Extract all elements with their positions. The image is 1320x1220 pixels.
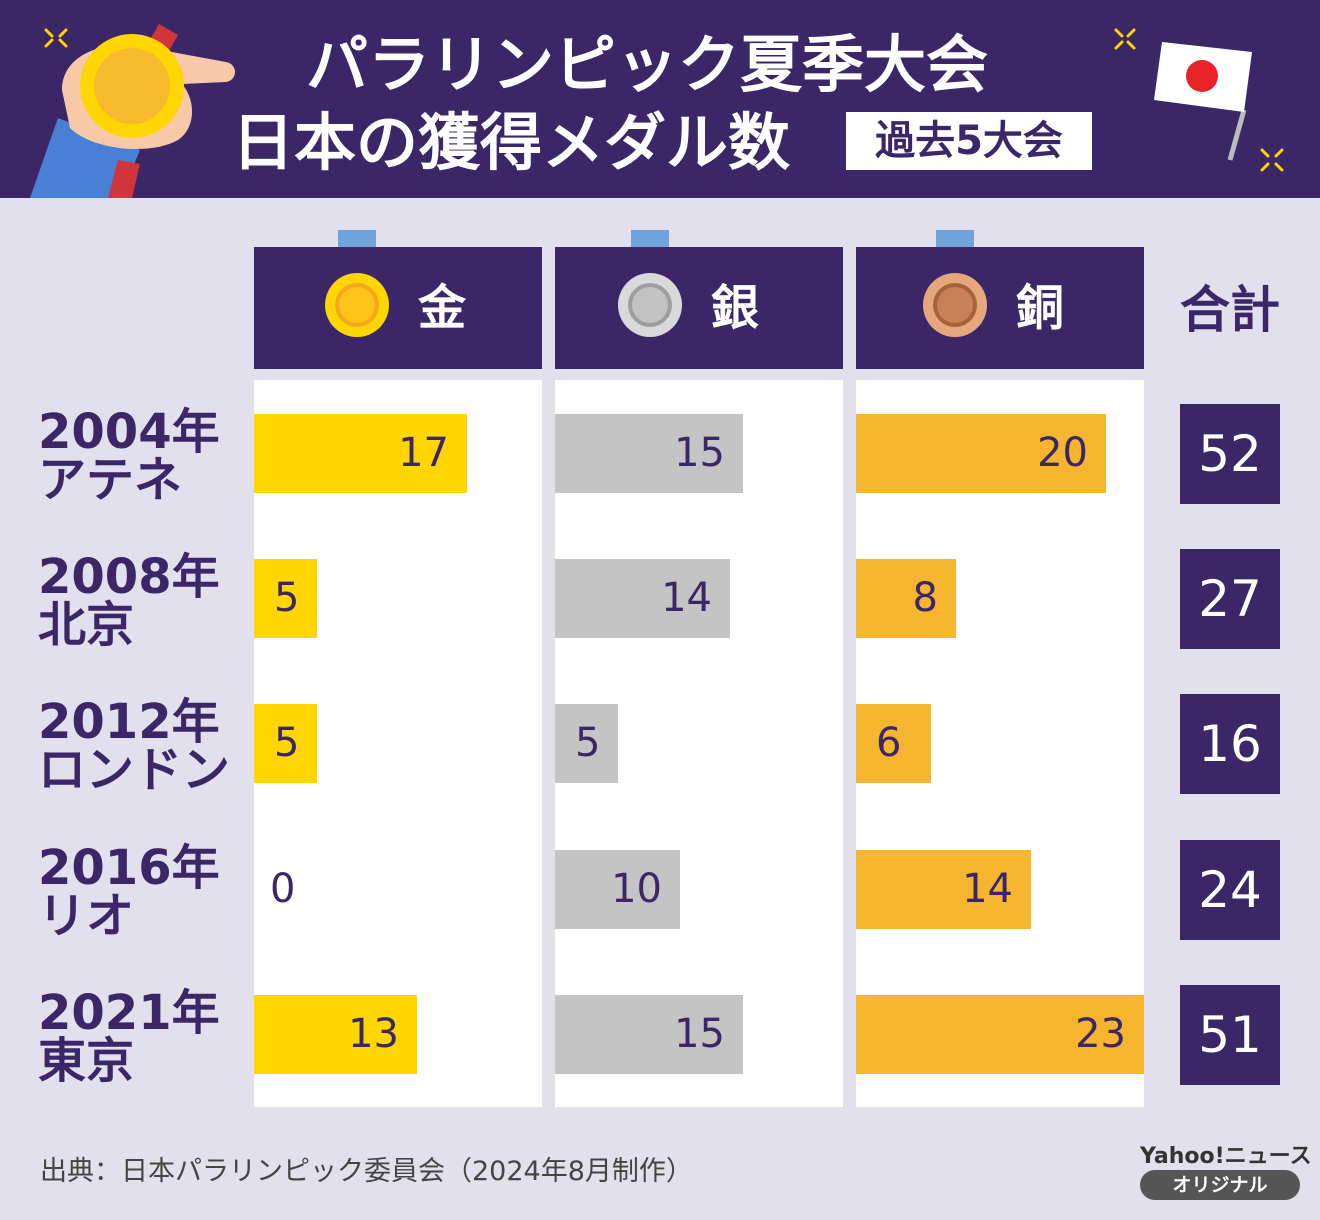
gold-value-label: 5 bbox=[274, 720, 300, 766]
silver-medal-icon bbox=[618, 273, 682, 337]
row-city: 東京 bbox=[38, 1033, 135, 1089]
row-label: 2012年 ロンドン bbox=[38, 698, 230, 794]
bronze-value-label: 8 bbox=[912, 575, 938, 621]
row-label: 2008年 北京 bbox=[38, 553, 220, 649]
silver-value-label: 15 bbox=[674, 1011, 725, 1057]
header-illustration bbox=[30, 23, 1284, 198]
gold-bar bbox=[254, 414, 467, 493]
gold-bar bbox=[254, 559, 317, 638]
gold-column-header: 金 bbox=[254, 247, 542, 369]
source-note: 出典：日本パラリンピック委員会（2024年8月制作） bbox=[40, 1156, 693, 1187]
bronze-bar bbox=[856, 995, 1144, 1074]
bronze-bar bbox=[856, 559, 956, 638]
row-year: 2012年 bbox=[38, 694, 220, 750]
row-year: 2008年 bbox=[38, 549, 220, 605]
silver-bar bbox=[555, 704, 618, 783]
gold-label: 金 bbox=[418, 280, 467, 336]
silver-value-label: 10 bbox=[611, 866, 662, 912]
total-value: 51 bbox=[1180, 985, 1280, 1085]
bronze-value-label: 20 bbox=[1037, 430, 1088, 476]
total-value: 52 bbox=[1180, 404, 1280, 504]
gold-bar bbox=[254, 704, 317, 783]
bronze-value-label: 14 bbox=[962, 866, 1013, 912]
silver-value-label: 14 bbox=[661, 575, 712, 621]
yahoo-news-logo: Yahoo!ニュース bbox=[1140, 1144, 1312, 1169]
row-label: 2016年 リオ bbox=[38, 844, 220, 940]
sleeve-icon bbox=[30, 118, 140, 198]
row-label: 2021年 東京 bbox=[38, 989, 220, 1085]
silver-value-label: 5 bbox=[575, 720, 601, 766]
row-city: アテネ bbox=[38, 452, 183, 508]
bronze-bar bbox=[856, 850, 1031, 929]
total-value: 24 bbox=[1180, 840, 1280, 940]
original-badge: オリジナル bbox=[1140, 1170, 1300, 1200]
silver-bar bbox=[555, 414, 743, 493]
header-banner: パラリンピック夏季大会 日本の獲得メダル数 過去5大会 bbox=[0, 0, 1320, 198]
row-label: 2004年 アテネ bbox=[38, 408, 220, 504]
period-badge: 過去5大会 bbox=[846, 112, 1092, 170]
bronze-bar bbox=[856, 414, 1106, 493]
title-line-2: 日本の獲得メダル数 bbox=[232, 106, 791, 179]
bronze-value-label: 6 bbox=[876, 720, 902, 766]
gold-value-label: 5 bbox=[274, 575, 300, 621]
gold-medal-icon bbox=[325, 273, 389, 337]
total-column-header: 合計 bbox=[1180, 281, 1280, 339]
silver-bar bbox=[555, 850, 680, 929]
gold-value-label: 13 bbox=[348, 1011, 399, 1057]
silver-bar bbox=[555, 995, 743, 1074]
title-line-1: パラリンピック夏季大会 bbox=[306, 28, 989, 101]
row-year: 2016年 bbox=[38, 840, 220, 896]
silver-label: 銀 bbox=[711, 280, 760, 336]
bronze-label: 銅 bbox=[1016, 280, 1065, 336]
flag-pole-icon bbox=[1227, 109, 1247, 161]
row-year: 2004年 bbox=[38, 404, 220, 460]
row-city: 北京 bbox=[38, 597, 135, 653]
bronze-column-header: 銅 bbox=[856, 247, 1144, 369]
silver-column-header: 銀 bbox=[555, 247, 843, 369]
row-year: 2021年 bbox=[38, 985, 220, 1041]
bronze-value-label: 23 bbox=[1075, 1011, 1126, 1057]
tie-icon bbox=[108, 160, 140, 198]
bronze-medal-icon bbox=[923, 273, 987, 337]
total-value: 16 bbox=[1180, 694, 1280, 794]
row-city: ロンドン bbox=[38, 742, 231, 798]
gold-value-label: 0 bbox=[270, 866, 296, 912]
gold-bar bbox=[254, 995, 417, 1074]
silver-bar bbox=[555, 559, 730, 638]
total-value: 27 bbox=[1180, 549, 1280, 649]
row-city: リオ bbox=[38, 888, 135, 944]
silver-value-label: 15 bbox=[674, 430, 725, 476]
sparkle-icon bbox=[44, 28, 1284, 172]
bronze-bar bbox=[856, 704, 931, 783]
gold-value-label: 17 bbox=[398, 430, 449, 476]
